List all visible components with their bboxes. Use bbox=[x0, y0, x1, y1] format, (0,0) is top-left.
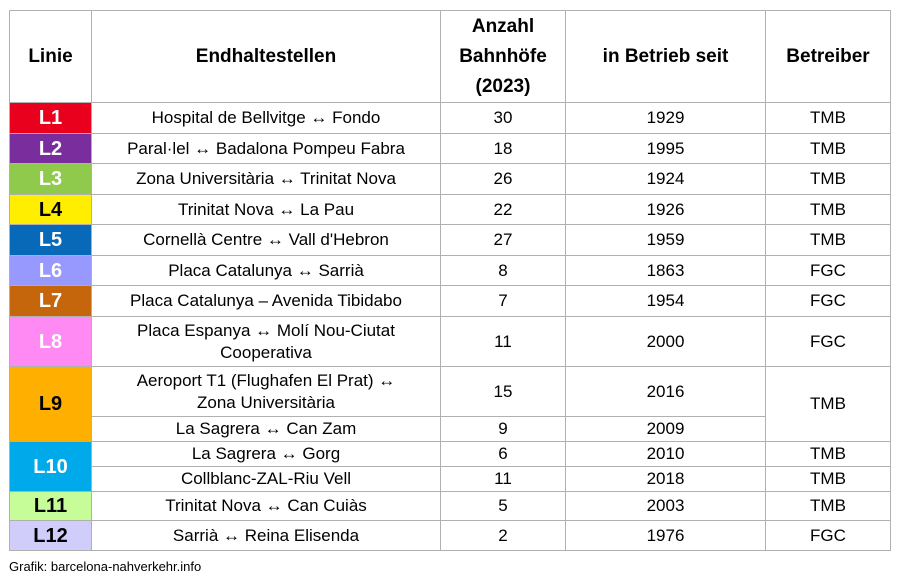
cell-since: 1926 bbox=[565, 194, 766, 225]
source-credit: Grafik: barcelona-nahverkehr.info bbox=[9, 559, 202, 574]
cell-since: 2009 bbox=[565, 416, 766, 442]
cell-stops: La Sagrera ↔ Gorg bbox=[91, 441, 441, 467]
cell-stops: Placa Catalunya – Avenida Tibidabo bbox=[91, 285, 441, 317]
table-row: L5 Cornellà Centre ↔ Vall d'Hebron 27 19… bbox=[9, 224, 891, 256]
cell-operator: TMB bbox=[765, 163, 891, 195]
line-badge-l3: L3 bbox=[9, 163, 92, 195]
cell-stops: Cornellà Centre ↔ Vall d'Hebron bbox=[91, 224, 441, 256]
cell-stops: Aeroport T1 (Flughafen El Prat) ↔ Zona U… bbox=[91, 366, 441, 417]
header-linie: Linie bbox=[9, 10, 92, 103]
cell-stations: 5 bbox=[440, 491, 566, 521]
cell-stations: 30 bbox=[440, 102, 566, 134]
cell-operator: FGC bbox=[765, 520, 891, 551]
cell-since: 2016 bbox=[565, 366, 766, 417]
line-badge-l6: L6 bbox=[9, 255, 92, 286]
cell-since: 1929 bbox=[565, 102, 766, 134]
cell-stops: La Sagrera ↔ Can Zam bbox=[91, 416, 441, 442]
line-badge-l9: L9 bbox=[9, 366, 92, 442]
table-row: Collblanc-ZAL-Riu Vell 11 2018 TMB bbox=[10, 466, 891, 492]
cell-stations: 22 bbox=[440, 194, 566, 225]
line-badge-l12: L12 bbox=[9, 520, 92, 551]
cell-operator: FGC bbox=[765, 285, 891, 317]
line-badge-l4: L4 bbox=[9, 194, 92, 225]
table-row: L4 Trinitat Nova ↔ La Pau 22 1926 TMB bbox=[9, 194, 891, 225]
cell-operator: TMB bbox=[765, 366, 891, 442]
header-row: Linie Endhaltestellen Anzahl Bahnhöfe (2… bbox=[9, 10, 891, 103]
cell-operator: TMB bbox=[765, 194, 891, 225]
table-row: L11 Trinitat Nova ↔ Can Cuiàs 5 2003 TMB bbox=[9, 491, 891, 521]
line-badge-l11: L11 bbox=[9, 491, 92, 521]
cell-stations: 11 bbox=[440, 466, 566, 492]
line-badge-l8: L8 bbox=[9, 316, 92, 367]
cell-since: 1863 bbox=[565, 255, 766, 286]
table-row: L8 Placa Espanya ↔ Molí Nou-Ciutat Coope… bbox=[9, 316, 891, 367]
cell-stations: 9 bbox=[440, 416, 566, 442]
cell-stations: 7 bbox=[440, 285, 566, 317]
table-row: L3 Zona Universitària ↔ Trinitat Nova 26… bbox=[9, 163, 891, 195]
cell-operator: TMB bbox=[765, 133, 891, 164]
cell-since: 2018 bbox=[565, 466, 766, 492]
cell-operator: FGC bbox=[765, 255, 891, 286]
cell-stations: 11 bbox=[440, 316, 566, 367]
header-in-betrieb-seit: in Betrieb seit bbox=[565, 10, 766, 103]
header-anzahl-bahnhoefe: Anzahl Bahnhöfe (2023) bbox=[440, 10, 566, 103]
table-row: L9 Aeroport T1 (Flughafen El Prat) ↔ Zon… bbox=[9, 366, 891, 442]
header-endhaltestellen: Endhaltestellen bbox=[91, 10, 441, 103]
line-badge-l2: L2 bbox=[9, 133, 92, 164]
cell-stops: Sarrià ↔ Reina Elisenda bbox=[91, 520, 441, 551]
header-betreiber: Betreiber bbox=[765, 10, 891, 103]
metro-lines-table: Linie Endhaltestellen Anzahl Bahnhöfe (2… bbox=[9, 10, 891, 551]
table-row: L6 Placa Catalunya ↔ Sarrià 8 1863 FGC bbox=[9, 255, 891, 286]
cell-stations: 8 bbox=[440, 255, 566, 286]
cell-since: 1954 bbox=[565, 285, 766, 317]
line-badge-l5: L5 bbox=[9, 224, 92, 256]
table-row: L2 Paral·lel ↔ Badalona Pompeu Fabra 18 … bbox=[9, 133, 891, 164]
cell-operator: TMB bbox=[765, 491, 891, 521]
cell-stops: Trinitat Nova ↔ La Pau bbox=[91, 194, 441, 225]
cell-stations: 18 bbox=[440, 133, 566, 164]
cell-stations: 2 bbox=[440, 520, 566, 551]
cell-stations: 26 bbox=[440, 163, 566, 195]
cell-operator: TMB bbox=[765, 224, 891, 256]
line-badge-l10: L10 bbox=[9, 441, 92, 492]
cell-stops: Placa Catalunya ↔ Sarrià bbox=[91, 255, 441, 286]
cell-stops: Zona Universitària ↔ Trinitat Nova bbox=[91, 163, 441, 195]
cell-stops: Hospital de Bellvitge ↔ Fondo bbox=[91, 102, 441, 134]
cell-stations: 27 bbox=[440, 224, 566, 256]
table-row: L1 Hospital de Bellvitge ↔ Fondo 30 1929… bbox=[9, 102, 891, 134]
table-row: La Sagrera ↔ Can Zam 9 2009 bbox=[10, 416, 891, 442]
table-row: L7 Placa Catalunya – Avenida Tibidabo 7 … bbox=[9, 285, 891, 317]
cell-operator: TMB bbox=[765, 102, 891, 134]
table-row: L10 La Sagrera ↔ Gorg 6 2010 TMB bbox=[9, 441, 891, 492]
cell-stops: Collblanc-ZAL-Riu Vell bbox=[91, 466, 441, 492]
cell-operator: FGC bbox=[765, 316, 891, 367]
cell-stations: 6 bbox=[440, 441, 566, 467]
cell-since: 2010 bbox=[565, 441, 766, 467]
cell-since: 2003 bbox=[565, 491, 766, 521]
cell-operator: TMB bbox=[765, 441, 891, 467]
cell-since: 2000 bbox=[565, 316, 766, 367]
cell-stops: Paral·lel ↔ Badalona Pompeu Fabra bbox=[91, 133, 441, 164]
table-row: L12 Sarrià ↔ Reina Elisenda 2 1976 FGC bbox=[9, 520, 891, 551]
cell-since: 1959 bbox=[565, 224, 766, 256]
line-badge-l1: L1 bbox=[9, 102, 92, 134]
cell-stops: Placa Espanya ↔ Molí Nou-Ciutat Cooperat… bbox=[91, 316, 441, 367]
cell-since: 1976 bbox=[565, 520, 766, 551]
cell-stations: 15 bbox=[440, 366, 566, 417]
cell-operator: TMB bbox=[765, 466, 891, 492]
cell-stops: Trinitat Nova ↔ Can Cuiàs bbox=[91, 491, 441, 521]
cell-since: 1924 bbox=[565, 163, 766, 195]
line-badge-l7: L7 bbox=[9, 285, 92, 317]
cell-since: 1995 bbox=[565, 133, 766, 164]
